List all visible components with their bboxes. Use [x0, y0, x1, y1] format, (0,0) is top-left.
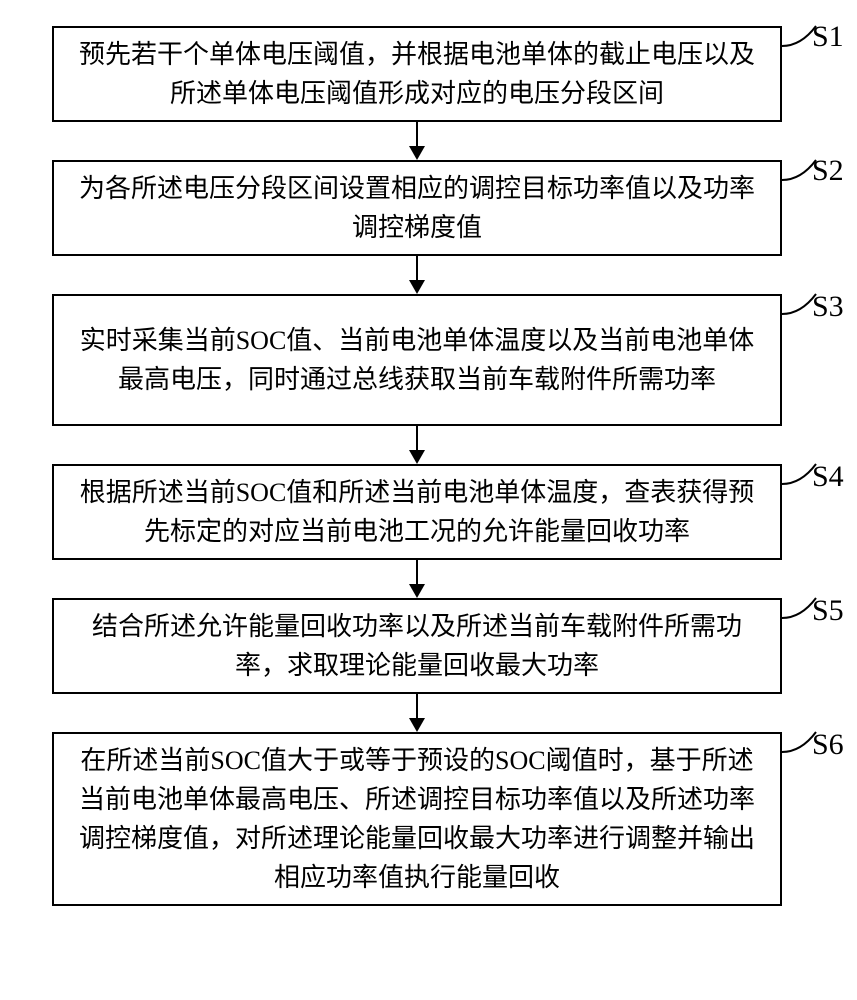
- flow-step-3: 实时采集当前SOC值、当前电池单体温度以及当前电池单体最高电压，同时通过总线获取…: [52, 294, 782, 426]
- flow-step-5: 结合所述允许能量回收功率以及所述当前车载附件所需功率，求取理论能量回收最大功率: [52, 598, 782, 694]
- flow-step-label-5: S5: [812, 594, 844, 628]
- flow-step-text: 结合所述允许能量回收功率以及所述当前车载附件所需功率，求取理论能量回收最大功率: [74, 607, 760, 685]
- flow-step-label-3: S3: [812, 290, 844, 324]
- flow-step-text: 实时采集当前SOC值、当前电池单体温度以及当前电池单体最高电压，同时通过总线获取…: [74, 321, 760, 399]
- flow-arrow-3: [403, 426, 431, 464]
- flow-step-1: 预先若干个单体电压阈值，并根据电池单体的截止电压以及所述单体电压阈值形成对应的电…: [52, 26, 782, 122]
- flow-arrow-4: [403, 560, 431, 598]
- flow-arrow-5: [403, 694, 431, 732]
- flow-step-label-4: S4: [812, 460, 844, 494]
- flow-step-4: 根据所述当前SOC值和所述当前电池单体温度，查表获得预先标定的对应当前电池工况的…: [52, 464, 782, 560]
- flow-step-label-6: S6: [812, 728, 844, 762]
- flowchart-canvas: 预先若干个单体电压阈值，并根据电池单体的截止电压以及所述单体电压阈值形成对应的电…: [0, 0, 857, 1000]
- flow-step-text: 预先若干个单体电压阈值，并根据电池单体的截止电压以及所述单体电压阈值形成对应的电…: [74, 35, 760, 113]
- flow-step-text: 为各所述电压分段区间设置相应的调控目标功率值以及功率调控梯度值: [74, 169, 760, 247]
- flow-step-6: 在所述当前SOC值大于或等于预设的SOC阈值时，基于所述当前电池单体最高电压、所…: [52, 732, 782, 906]
- flow-step-label-2: S2: [812, 154, 844, 188]
- flow-arrow-1: [403, 122, 431, 160]
- flow-step-2: 为各所述电压分段区间设置相应的调控目标功率值以及功率调控梯度值: [52, 160, 782, 256]
- flow-step-text: 根据所述当前SOC值和所述当前电池单体温度，查表获得预先标定的对应当前电池工况的…: [74, 473, 760, 551]
- flow-arrow-2: [403, 256, 431, 294]
- flow-step-text: 在所述当前SOC值大于或等于预设的SOC阈值时，基于所述当前电池单体最高电压、所…: [74, 741, 760, 897]
- flow-step-label-1: S1: [812, 20, 844, 54]
